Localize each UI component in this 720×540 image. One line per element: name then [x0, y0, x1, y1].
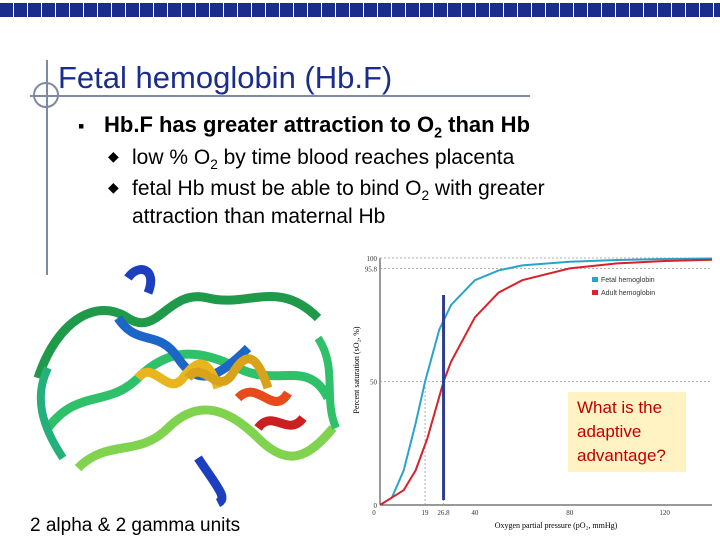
fetal-hemoglobin-curve: [379, 257, 713, 506]
top-bar-segment: [616, 3, 629, 17]
x-tick-label: 26.8: [437, 509, 450, 517]
x-tick-label: 80: [566, 509, 574, 517]
legend-label-fetal: Fetal hemoglobin: [601, 277, 655, 284]
x-tick-label: 40: [471, 509, 479, 517]
y-tick-label: 100: [367, 255, 378, 263]
y-tick-label: 50: [370, 379, 378, 387]
adult-hemoglobin-curve: [379, 258, 713, 506]
top-bar-segment: [560, 3, 573, 17]
top-bar-segment: [686, 3, 699, 17]
top-bar-segment: [364, 3, 377, 17]
square-bullet-icon: ▪: [78, 116, 85, 136]
top-bar-segment: [112, 3, 125, 17]
top-bar-segment: [630, 3, 643, 17]
top-bar: [0, 0, 720, 20]
top-bar-segment: [462, 3, 475, 17]
top-bar-segment: [532, 3, 545, 17]
sub-bullet-2-continued: attraction than maternal Hb: [132, 205, 386, 228]
top-bar-segment: [224, 3, 237, 17]
top-bar-segment: [714, 3, 720, 17]
top-bar-segment: [602, 3, 615, 17]
top-bar-segment: [280, 3, 293, 17]
legend-swatch-fetal: [592, 277, 598, 282]
top-bar-segment: [546, 3, 559, 17]
top-bar-segment: [182, 3, 195, 17]
top-bar-segment: [308, 3, 321, 17]
top-bar-segment: [140, 3, 153, 17]
top-bar-segment: [210, 3, 223, 17]
diamond-bullet-icon: ◆: [108, 148, 119, 164]
top-bar-segment: [42, 3, 55, 17]
top-bar-segment: [350, 3, 363, 17]
sub-bullet-2: ◆ fetal Hb must be able to bind O2 with g…: [108, 177, 545, 204]
y-tick-label: 95.8: [365, 265, 378, 273]
top-bar-segment: [448, 3, 461, 17]
top-bar-segment: [490, 3, 503, 17]
top-bar-segment: [168, 3, 181, 17]
y-tick-label: 0: [374, 502, 378, 510]
top-bar-segment: [98, 3, 111, 17]
sub-bullet-1: ◆ low % O2 by time blood reaches placenta: [108, 146, 515, 173]
top-bar-segment: [406, 3, 419, 17]
chart-legend: Fetal hemoglobin Adult hemoglobin: [592, 277, 655, 297]
top-bar-segment: [266, 3, 279, 17]
hemoglobin-ribbon-image: [33, 265, 340, 508]
top-bar-segment: [196, 3, 209, 17]
top-bar-segment: [434, 3, 447, 17]
top-bar-segment: [0, 3, 13, 17]
top-bar-segment: [574, 3, 587, 17]
slide-title: Fetal hemoglobin (Hb.F): [58, 60, 393, 95]
top-bar-segment: [476, 3, 489, 17]
y-axis-label: Percent saturation (sO₂, %): [352, 326, 361, 414]
top-bar-segment: [644, 3, 657, 17]
top-bar-segment: [126, 3, 139, 17]
top-bar-segment: [14, 3, 27, 17]
legend-label-adult: Adult hemoglobin: [601, 290, 655, 297]
top-bar-segment: [322, 3, 335, 17]
top-bar-segment: [294, 3, 307, 17]
top-bar-segment: [28, 3, 41, 17]
top-bar-segment: [504, 3, 517, 17]
decorative-rule-vertical: [46, 60, 48, 275]
top-bar-segment: [84, 3, 97, 17]
top-bar-segment: [672, 3, 685, 17]
top-bar-segment: [700, 3, 713, 17]
x-tick-label: 120: [659, 509, 670, 517]
decorative-circle: [33, 82, 59, 108]
top-bar-segment: [378, 3, 391, 17]
top-bar-segment: [336, 3, 349, 17]
top-bar-segment: [392, 3, 405, 17]
top-bar-segment: [154, 3, 167, 17]
main-bullet: ▪ Hb.F has greater attraction to O2 than …: [78, 112, 531, 142]
x-tick-label: 19: [422, 509, 430, 517]
top-bar-segment: [252, 3, 265, 17]
top-bar-segment: [56, 3, 69, 17]
oxygen-dissociation-chart: 0 50 95.8 100 0 19 26.8 40 80 120 Percent saturat…: [352, 255, 713, 530]
decorative-rule-horizontal: [30, 95, 530, 97]
legend-swatch-adult: [592, 290, 598, 295]
x-axis-label: Oxygen partial pressure (pO₂, mmHg): [495, 521, 618, 530]
top-bar-segment: [588, 3, 601, 17]
top-bar-segment: [420, 3, 433, 17]
protein-caption: 2 alpha & 2 gamma units: [30, 515, 241, 536]
top-bar-segment: [518, 3, 531, 17]
x-tick-label: 0: [372, 509, 376, 517]
top-bar-segment: [70, 3, 83, 17]
top-bar-segment: [658, 3, 671, 17]
diamond-bullet-icon: ◆: [108, 179, 119, 195]
callout-box: What is the adaptive advantage?: [568, 392, 686, 472]
top-bar-segment: [238, 3, 251, 17]
